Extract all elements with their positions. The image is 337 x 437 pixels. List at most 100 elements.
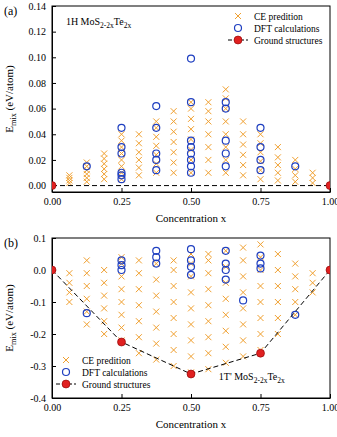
x-tick-mark bbox=[191, 394, 192, 398]
series bbox=[66, 241, 315, 375]
ground-point bbox=[257, 349, 265, 357]
ce-point bbox=[171, 331, 177, 337]
ce-point bbox=[171, 315, 177, 321]
ce-point bbox=[205, 302, 211, 308]
ce-point bbox=[292, 299, 298, 305]
y-tick-mark bbox=[52, 238, 56, 239]
ce-point bbox=[223, 344, 229, 350]
ce-point bbox=[153, 341, 159, 347]
ce-point bbox=[258, 241, 264, 247]
x-axis-title: Concentration x bbox=[156, 212, 227, 224]
ce-point bbox=[136, 257, 142, 263]
y-axis-line bbox=[52, 239, 53, 399]
y-tick-label: 0.08 bbox=[29, 78, 47, 89]
y-tick: 0.12 bbox=[29, 26, 57, 37]
ce-point bbox=[188, 116, 194, 122]
annotation: 1T' MoS2-2xTe2x bbox=[219, 371, 285, 385]
legend-symbol bbox=[235, 25, 242, 32]
ce-point bbox=[205, 118, 211, 124]
x-tick-label: 0.00 bbox=[44, 402, 62, 413]
ce-point bbox=[84, 163, 90, 169]
ground-point bbox=[326, 182, 330, 190]
y-tick-label: -0.2 bbox=[30, 329, 46, 340]
dft-point bbox=[153, 260, 160, 267]
ce-point bbox=[223, 328, 229, 334]
panel: 0.000.250.500.751.00-0.4-0.3-0.2-0.10.00… bbox=[3, 233, 337, 430]
ce-point bbox=[205, 170, 211, 176]
ce-point bbox=[292, 157, 298, 163]
x-axis: 0.000.250.500.751.00 bbox=[44, 394, 337, 413]
ce-point bbox=[188, 170, 194, 176]
ground-point bbox=[52, 182, 56, 190]
ce-point bbox=[153, 134, 159, 140]
ce-point bbox=[275, 299, 281, 305]
ce-point bbox=[136, 172, 142, 178]
legend-label: DFT calculations bbox=[82, 368, 148, 378]
series bbox=[66, 86, 315, 186]
dft-point bbox=[222, 105, 229, 112]
x-tick-mark bbox=[330, 188, 331, 192]
ce-point bbox=[258, 176, 264, 182]
ce-point bbox=[119, 286, 125, 292]
y-tick-label: 0.04 bbox=[29, 129, 47, 140]
ce-point bbox=[119, 325, 125, 331]
ground-point bbox=[52, 266, 56, 274]
ce-point bbox=[101, 176, 107, 182]
ce-point bbox=[240, 353, 246, 359]
legend-label: Ground structures bbox=[82, 380, 151, 390]
ce-point bbox=[223, 144, 229, 150]
ce-point bbox=[205, 99, 211, 105]
y-tick-label: -0.3 bbox=[30, 361, 46, 372]
y-tick: -0.2 bbox=[30, 329, 56, 340]
ce-point bbox=[275, 144, 281, 150]
ce-point bbox=[101, 151, 107, 157]
dft-point bbox=[257, 144, 264, 151]
legend-symbol bbox=[63, 369, 70, 376]
dft-point bbox=[257, 156, 264, 163]
ground-point bbox=[326, 266, 330, 274]
ce-point bbox=[240, 321, 246, 327]
dft-point bbox=[153, 124, 160, 131]
y-tick: 0.06 bbox=[29, 103, 57, 114]
ce-point bbox=[205, 144, 211, 150]
ce-point bbox=[223, 296, 229, 302]
x-tick: 0.75 bbox=[252, 188, 270, 207]
ce-point bbox=[119, 157, 125, 163]
y-tick-label: 0.0 bbox=[34, 265, 47, 276]
x-tick-label: 0.25 bbox=[113, 196, 131, 207]
ce-point bbox=[275, 267, 281, 273]
ce-point bbox=[275, 177, 281, 183]
ce-point bbox=[66, 172, 72, 178]
series bbox=[52, 266, 330, 378]
y-tick-label: 0.02 bbox=[29, 155, 47, 166]
ce-point bbox=[188, 321, 194, 327]
ce-point bbox=[275, 154, 281, 160]
ce-point bbox=[101, 171, 107, 177]
y-axis-line bbox=[52, 7, 53, 193]
ce-point bbox=[258, 315, 264, 321]
ce-point bbox=[310, 280, 316, 286]
y-tick-mark bbox=[52, 83, 56, 84]
x-tick-mark bbox=[191, 188, 192, 192]
ce-point bbox=[205, 251, 211, 257]
ce-point bbox=[205, 108, 211, 114]
y-axis: -0.4-0.3-0.2-0.10.00.1 bbox=[30, 233, 56, 404]
legend: CE preditionDFT calculationsGround struc… bbox=[228, 12, 323, 46]
dft-point bbox=[188, 169, 195, 176]
ce-point bbox=[136, 165, 142, 171]
dft-point bbox=[83, 163, 90, 170]
ce-point bbox=[171, 108, 177, 114]
series bbox=[83, 246, 299, 319]
ce-point bbox=[171, 170, 177, 176]
x-tick: 0.25 bbox=[113, 188, 131, 207]
x-tick: 1.00 bbox=[322, 188, 337, 207]
ce-point bbox=[101, 156, 107, 162]
y-tick-label: 0.10 bbox=[29, 52, 47, 63]
ce-point bbox=[66, 280, 72, 286]
panel-label: (b) bbox=[4, 236, 18, 250]
ce-point bbox=[240, 245, 246, 251]
series bbox=[52, 182, 330, 190]
dft-point bbox=[118, 176, 125, 183]
ce-point bbox=[223, 157, 229, 163]
ce-point bbox=[136, 334, 142, 340]
